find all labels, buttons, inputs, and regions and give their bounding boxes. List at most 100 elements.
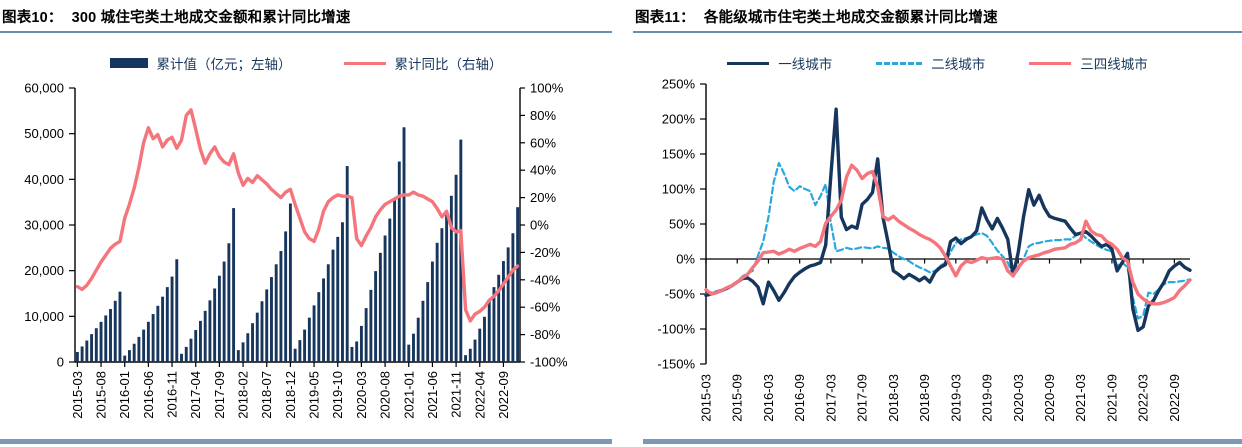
svg-text:-50%: -50%	[665, 287, 696, 302]
bar-swatch-icon	[109, 58, 148, 68]
svg-text:-40%: -40%	[530, 272, 561, 287]
figure11-title-rule	[633, 31, 1242, 33]
figure11-footer-accent-bar	[643, 439, 1242, 444]
svg-text:60%: 60%	[530, 135, 556, 150]
svg-text:10,000: 10,000	[24, 309, 64, 324]
svg-text:2021-01: 2021-01	[401, 371, 416, 419]
svg-text:60,000: 60,000	[24, 81, 64, 96]
svg-text:2018-03: 2018-03	[886, 374, 901, 422]
red-line-swatch-icon	[1029, 61, 1072, 65]
legend-item-cumulative-yoy: 累计同比（右轴）	[343, 53, 503, 73]
svg-text:2021-06: 2021-06	[425, 371, 440, 419]
svg-text:2022-09: 2022-09	[496, 371, 511, 419]
svg-text:2015-03: 2015-03	[70, 371, 85, 419]
svg-text:2021-11: 2021-11	[449, 371, 464, 418]
svg-text:2022-03: 2022-03	[1136, 374, 1151, 422]
svg-text:200%: 200%	[662, 112, 696, 127]
svg-text:150%: 150%	[662, 147, 696, 162]
svg-text:-100%: -100%	[657, 322, 695, 337]
svg-text:2020-09: 2020-09	[1042, 374, 1057, 422]
svg-text:0%: 0%	[530, 218, 549, 233]
bars-cumulative-value	[75, 127, 520, 363]
svg-text:80%: 80%	[530, 108, 556, 123]
svg-text:2018-12: 2018-12	[283, 371, 298, 419]
legend-item-tier2-cities: 二线城市	[876, 53, 985, 73]
line-series-0	[704, 107, 1192, 333]
svg-text:2016-01: 2016-01	[117, 371, 132, 419]
legend-label: 二线城市	[931, 57, 986, 72]
figure11-legend: 一线城市 二线城市 三四线城市	[633, 53, 1242, 73]
svg-text:2022-09: 2022-09	[1167, 374, 1182, 422]
svg-text:2016-06: 2016-06	[141, 371, 156, 419]
figure10-footer-accent-bar	[0, 439, 612, 444]
figure10-panel: 图表10： 300 城住宅类土地成交金额和累计同比增速 累计值（亿元；左轴） 累计…	[0, 0, 612, 447]
figure11-panel: 图表11： 各能级城市住宅类土地成交金额累计同比增速 一线城市 二线城市 三四线城…	[633, 0, 1242, 447]
svg-text:2015-03: 2015-03	[699, 374, 714, 422]
svg-text:30,000: 30,000	[24, 218, 64, 233]
svg-text:2019-10: 2019-10	[330, 371, 345, 419]
svg-text:2019-03: 2019-03	[948, 374, 963, 422]
figure10-chart: 60,000 50,000 40,000 30,000 20,000 10,000 0 100…	[24, 81, 568, 419]
svg-text:100%: 100%	[530, 81, 564, 96]
svg-text:50%: 50%	[669, 217, 695, 232]
svg-text:2015-08: 2015-08	[94, 371, 109, 419]
svg-text:-60%: -60%	[530, 300, 561, 315]
svg-text:2016-03: 2016-03	[761, 374, 776, 422]
svg-text:20,000: 20,000	[24, 263, 64, 278]
legend-label: 三四线城市	[1080, 57, 1148, 72]
figure11-title: 图表11： 各能级城市住宅类土地成交金额累计同比增速	[635, 6, 998, 27]
legend-label: 累计同比（右轴）	[394, 57, 503, 72]
svg-text:2016-11: 2016-11	[165, 371, 180, 418]
figure11-title-text: 各能级城市住宅类土地成交金额累计同比增速	[703, 10, 998, 26]
legend-item-tier1-cities: 一线城市	[727, 53, 832, 73]
svg-text:2016-09: 2016-09	[792, 374, 807, 422]
legend-label: 一线城市	[778, 57, 833, 72]
legend-item-tier34-cities: 三四线城市	[1029, 53, 1148, 73]
svg-text:2021-09: 2021-09	[1104, 374, 1119, 422]
svg-text:50,000: 50,000	[24, 126, 64, 141]
svg-text:2021-03: 2021-03	[1073, 374, 1088, 422]
line-cumulative-yoy	[75, 108, 520, 323]
figure10-title: 图表10： 300 城住宅类土地成交金额和累计同比增速	[2, 6, 351, 27]
line-series-2	[704, 163, 1192, 306]
svg-text:0: 0	[57, 355, 64, 370]
svg-text:2017-09: 2017-09	[855, 374, 870, 422]
svg-text:40%: 40%	[530, 163, 556, 178]
navy-line-swatch-icon	[727, 61, 770, 65]
svg-text:-20%: -20%	[530, 245, 561, 260]
svg-text:2022-04: 2022-04	[472, 371, 487, 419]
svg-text:2017-09: 2017-09	[212, 371, 227, 419]
legend-item-cumulative-value: 累计值（亿元；左轴）	[109, 53, 292, 73]
figure11-chart: 250% 200% 150% 100% 50% 0% -50% -100% -150% 2015-…	[657, 77, 1192, 422]
figure10-title-text: 300 城住宅类土地成交金额和累计同比增速	[71, 10, 351, 26]
svg-text:2019-09: 2019-09	[980, 374, 995, 422]
figure10-legend: 累计值（亿元；左轴） 累计同比（右轴）	[0, 53, 612, 73]
figure10-plot: 60,000 50,000 40,000 30,000 20,000 10,000 0 100…	[24, 81, 568, 419]
svg-text:-80%: -80%	[530, 327, 561, 342]
svg-text:0%: 0%	[676, 252, 695, 267]
dashed-blue-line-swatch-icon	[876, 61, 923, 65]
svg-text:100%: 100%	[662, 182, 696, 197]
svg-text:2018-02: 2018-02	[236, 371, 251, 419]
svg-text:2019-05: 2019-05	[307, 371, 322, 419]
svg-text:2020-03: 2020-03	[354, 371, 369, 419]
svg-text:2017-03: 2017-03	[823, 374, 838, 422]
legend-label: 累计值（亿元；左轴）	[156, 57, 292, 72]
svg-text:40,000: 40,000	[24, 172, 64, 187]
svg-text:250%: 250%	[662, 77, 696, 92]
svg-text:2020-08: 2020-08	[378, 371, 393, 419]
svg-text:2018-09: 2018-09	[917, 374, 932, 422]
svg-text:2015-09: 2015-09	[730, 374, 745, 422]
svg-text:-100%: -100%	[530, 355, 568, 370]
red-line-swatch-icon	[343, 61, 386, 65]
svg-text:2018-07: 2018-07	[259, 371, 274, 419]
line-series-1	[704, 162, 1192, 320]
svg-text:2017-04: 2017-04	[188, 371, 203, 419]
figure10-title-rule	[0, 31, 612, 33]
svg-text:2020-03: 2020-03	[1011, 374, 1026, 422]
figure10-title-prefix: 图表10：	[2, 10, 63, 26]
svg-text:-150%: -150%	[657, 357, 695, 372]
figure11-title-prefix: 图表11：	[635, 10, 695, 26]
figure11-plot: 250% 200% 150% 100% 50% 0% -50% -100% -150% 2015-…	[657, 77, 1192, 422]
